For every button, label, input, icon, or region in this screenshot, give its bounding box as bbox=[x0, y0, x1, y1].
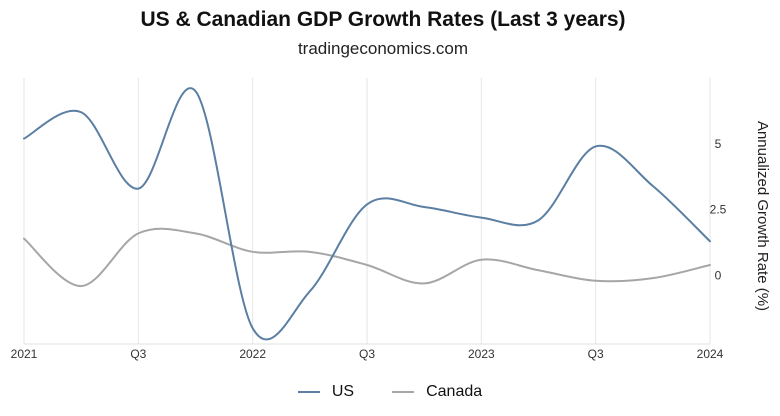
y-tick-label: 5 bbox=[715, 137, 722, 151]
legend: US Canada bbox=[0, 383, 780, 401]
y-tick-label: 2.5 bbox=[710, 203, 727, 217]
gridlines bbox=[23, 78, 711, 345]
series-line-us bbox=[23, 87, 711, 341]
legend-item-us[interactable]: US bbox=[297, 383, 355, 401]
chart-title: US & Canadian GDP Growth Rates (Last 3 y… bbox=[140, 8, 626, 31]
x-tick-label: 2023 bbox=[468, 347, 495, 361]
x-tick-label: Q3 bbox=[588, 347, 604, 361]
legend-label-canada: Canada bbox=[426, 383, 483, 400]
y-axis-label: Annualized Growth Rate (%) bbox=[754, 121, 771, 311]
series-line-canada bbox=[23, 227, 711, 288]
series-lines bbox=[23, 87, 711, 341]
legend-swatch-canada bbox=[392, 391, 415, 393]
x-tick-label: Q3 bbox=[130, 347, 146, 361]
legend-label-us: US bbox=[331, 383, 355, 400]
x-tick-label: Q3 bbox=[359, 347, 375, 361]
x-tick-label: 2021 bbox=[11, 347, 38, 361]
legend-item-canada[interactable]: Canada bbox=[392, 383, 482, 401]
legend-swatch-us bbox=[297, 391, 320, 393]
y-tick-label: 0 bbox=[715, 269, 722, 283]
y-axis-ticks: 02.55 bbox=[710, 137, 727, 283]
chart-subtitle: tradingeconomics.com bbox=[297, 39, 469, 58]
x-tick-label: 2022 bbox=[239, 347, 266, 361]
x-axis-ticks: 2021 Q3 2022 Q3 2023 Q3 2024 bbox=[11, 347, 724, 361]
x-tick-label: 2024 bbox=[697, 347, 724, 361]
